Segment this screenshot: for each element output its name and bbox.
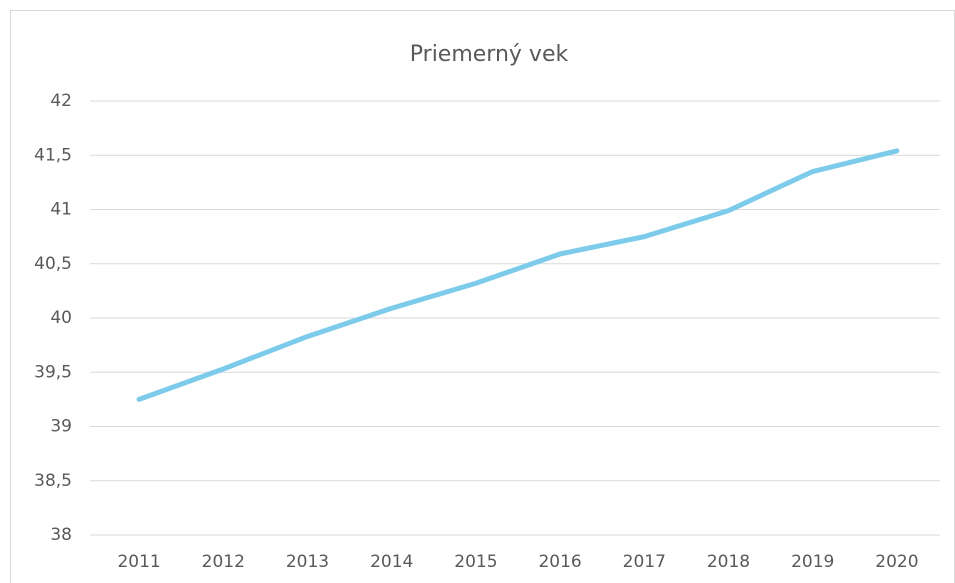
x-tick-label: 2012 (202, 552, 245, 572)
y-tick-label: 39 (50, 417, 72, 437)
x-tick-label: 2017 (623, 552, 666, 572)
y-tick-label: 42 (50, 91, 72, 111)
y-tick-label: 40,5 (34, 254, 72, 274)
x-tick-label: 2016 (538, 552, 581, 572)
y-tick-label: 38,5 (34, 471, 72, 491)
y-tick-label: 41 (50, 200, 72, 220)
x-tick-label: 2019 (791, 552, 834, 572)
data-line (136, 148, 900, 402)
y-tick-label: 41,5 (34, 145, 72, 165)
x-tick-label: 2020 (875, 552, 918, 572)
y-tick-label: 40 (50, 308, 72, 328)
x-tick-label: 2014 (370, 552, 413, 572)
chart-title: Priemerný vek (410, 42, 569, 67)
x-tick-label: 2015 (454, 552, 497, 572)
x-tick-label: 2018 (707, 552, 750, 572)
chart-border (10, 10, 955, 583)
y-tick-label: 39,5 (34, 362, 72, 382)
x-tick-label: 2011 (117, 552, 160, 572)
x-tick-label: 2013 (286, 552, 329, 572)
y-tick-label: 38 (50, 525, 72, 545)
